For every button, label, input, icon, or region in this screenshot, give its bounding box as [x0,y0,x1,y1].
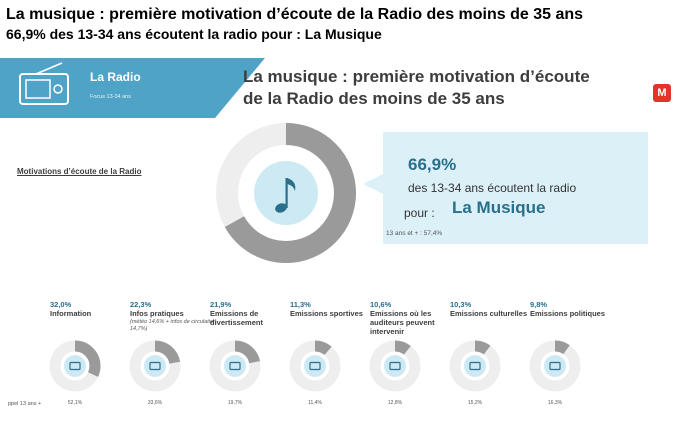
category-3: 11,3% Emissions sportives [290,300,380,318]
infographic-title-line1: La musique : première motivation d’écout… [243,67,590,86]
callout-line1: des 13-34 ans écoutent la radio [408,181,577,195]
weather-traffic-icon [144,355,166,377]
category-label: Emissions culturelles [450,309,528,318]
category-donut-0 [49,340,101,392]
category-donut-1 [129,340,181,392]
infographic-title: La musique : première motivation d’écout… [243,66,663,110]
category-icon-glyph [69,361,81,371]
category-percent: 10,6% [370,300,392,309]
category-label: Infos pratiques [130,309,184,318]
callout-percent: 66,9% [408,155,457,174]
category-note: (météo 14,6% + infos de circulation 14,7… [130,319,217,332]
music-note-icon [275,178,296,213]
infographic-title-line2: de la Radio des moins de 35 ans [243,89,505,108]
category-icon-glyph [229,361,241,371]
category-reference-value: 52,1% [67,400,83,406]
category-label: Emissions politiques [530,309,606,318]
category-reference-value: 11,4% [308,400,322,406]
main-donut-value-arc [216,123,356,263]
callout-pour: pour : [404,206,435,220]
category-reference-value: 33,6% [147,400,163,406]
handshake-icon [544,355,566,377]
category-donut-5 [449,340,501,392]
banner-title: La Radio [90,70,141,84]
category-icon-glyph [309,361,321,371]
category-0: 32,0% Information [50,300,140,318]
category-donut-value-arc [209,340,261,392]
category-icon-glyph [389,361,401,371]
category-reference-value: 15,2% [467,400,483,406]
callout-note: 13 ans et + : 57,4% [386,230,443,237]
category-icon-glyph [469,361,481,371]
category-reference-value: 19,7% [227,400,243,406]
main-donut-chart [216,123,356,263]
reference-label: ppel 13 ans + [8,401,42,407]
category-donut-value-arc [289,340,341,392]
category-percent: 10,3% [450,300,472,309]
category-donut-value-arc [129,340,181,392]
category-donut-4 [369,340,421,392]
category-5: 10,3% Emissions culturelles [450,300,540,318]
category-donut-value-arc [529,340,581,392]
category-6: 9,8% Emissions politiques [530,300,620,318]
category-label: Emissions où les auditeurs peuvent inter… [370,309,435,336]
category-reference-value: 16,3% [547,400,563,406]
smiley-screen-icon [224,355,246,377]
category-icon-glyph [149,361,161,371]
football-icon [304,355,326,377]
category-donut-value-arc [49,340,101,392]
category-percent: 9,8% [530,300,548,309]
category-donut-3 [289,340,341,392]
page-title: La musique : première motivation d’écout… [6,6,584,23]
section-label: Motivations d’écoute de la Radio [17,167,142,176]
newspaper-icon [64,355,86,377]
brand-logo: M [653,84,671,102]
microphone-icon [384,355,406,377]
category-1: 22,3% Infos pratiques (météo 14,6% + infos… [130,300,220,333]
theater-mask-icon [464,355,486,377]
category-donut-value-arc [369,340,421,392]
category-donut-value-arc [449,340,501,392]
radio-banner [0,58,265,118]
page-subtitle: 66,9% des 13-34 ans écoutent la radio po… [6,26,382,42]
callout-highlight: La Musique [452,198,546,217]
category-icon-glyph [549,361,561,371]
category-percent: 21,9% [210,300,232,309]
category-label: Emissions de divertissement [210,309,263,327]
main-callout [363,132,648,244]
category-percent: 32,0% [50,300,72,309]
category-donuts [49,340,581,392]
category-percent: 11,3% [290,300,311,309]
category-4: 10,6% Emissions où les auditeurs peuvent … [370,300,460,336]
category-reference-value: 12,8% [387,400,403,406]
category-percent: 22,3% [130,300,152,309]
category-donut-6 [529,340,581,392]
category-donut-2 [209,340,261,392]
radio-icon [19,62,69,105]
category-label: Emissions sportives [290,309,363,318]
category-label: Information [50,309,92,318]
banner-focus: Focus 13-34 ans [90,94,131,100]
category-2: 21,9% Emissions de divertissement [210,300,300,327]
